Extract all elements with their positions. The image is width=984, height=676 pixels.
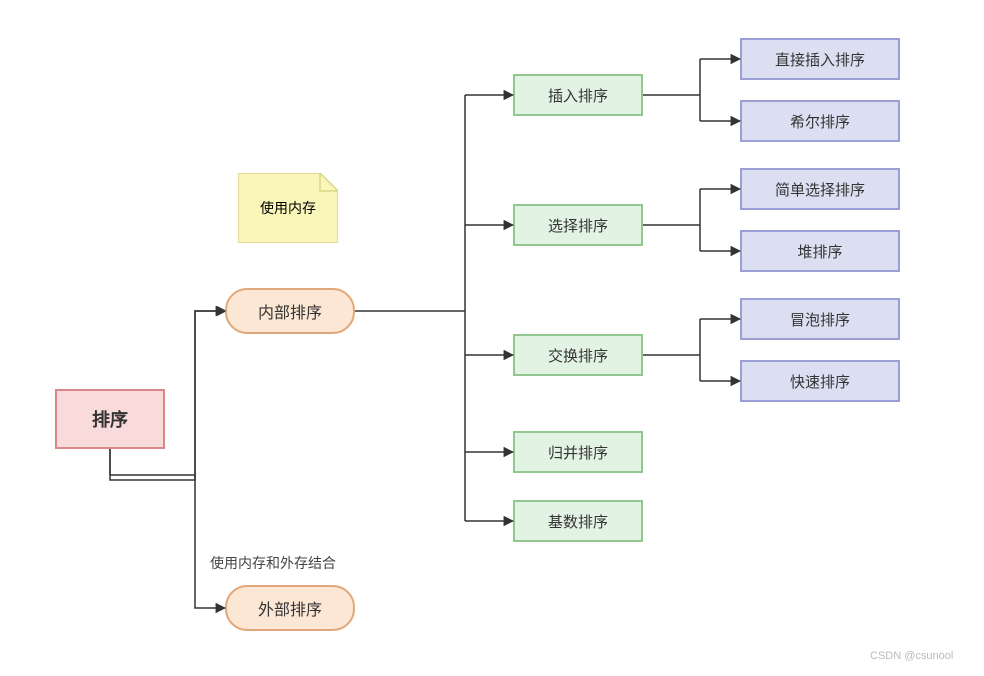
node-bubble: 冒泡排序: [740, 298, 900, 340]
watermark: CSDN @csunool: [870, 650, 953, 662]
node-simple-select-label: 简单选择排序: [775, 179, 865, 200]
node-insert: 插入排序: [513, 74, 643, 116]
node-external: 外部排序: [225, 585, 355, 631]
note-internal-label: 使用内存: [260, 198, 316, 218]
node-radix-label: 基数排序: [548, 511, 608, 532]
node-merge: 归并排序: [513, 431, 643, 473]
node-simple-select: 简单选择排序: [740, 168, 900, 210]
note-internal: 使用内存: [238, 173, 338, 243]
node-heap: 堆排序: [740, 230, 900, 272]
node-swap-label: 交换排序: [548, 345, 608, 366]
node-root-label: 排序: [92, 406, 128, 432]
node-direct-insert: 直接插入排序: [740, 38, 900, 80]
node-external-label: 外部排序: [258, 596, 322, 620]
node-merge-label: 归并排序: [548, 442, 608, 463]
node-select-label: 选择排序: [548, 215, 608, 236]
watermark-text: CSDN @csunool: [870, 650, 953, 662]
node-quick-label: 快速排序: [790, 371, 850, 392]
node-quick: 快速排序: [740, 360, 900, 402]
node-select: 选择排序: [513, 204, 643, 246]
node-insert-label: 插入排序: [548, 85, 608, 106]
node-swap: 交换排序: [513, 334, 643, 376]
node-radix: 基数排序: [513, 500, 643, 542]
node-heap-label: 堆排序: [797, 241, 842, 262]
node-root: 排序: [55, 389, 165, 449]
label-external: 使用内存和外存结合: [210, 553, 336, 573]
node-bubble-label: 冒泡排序: [790, 309, 850, 330]
node-shell-label: 希尔排序: [790, 111, 850, 132]
node-internal: 内部排序: [225, 288, 355, 334]
node-shell: 希尔排序: [740, 100, 900, 142]
node-direct-insert-label: 直接插入排序: [775, 49, 865, 70]
node-internal-label: 内部排序: [258, 299, 322, 323]
label-external-text: 使用内存和外存结合: [210, 555, 336, 571]
